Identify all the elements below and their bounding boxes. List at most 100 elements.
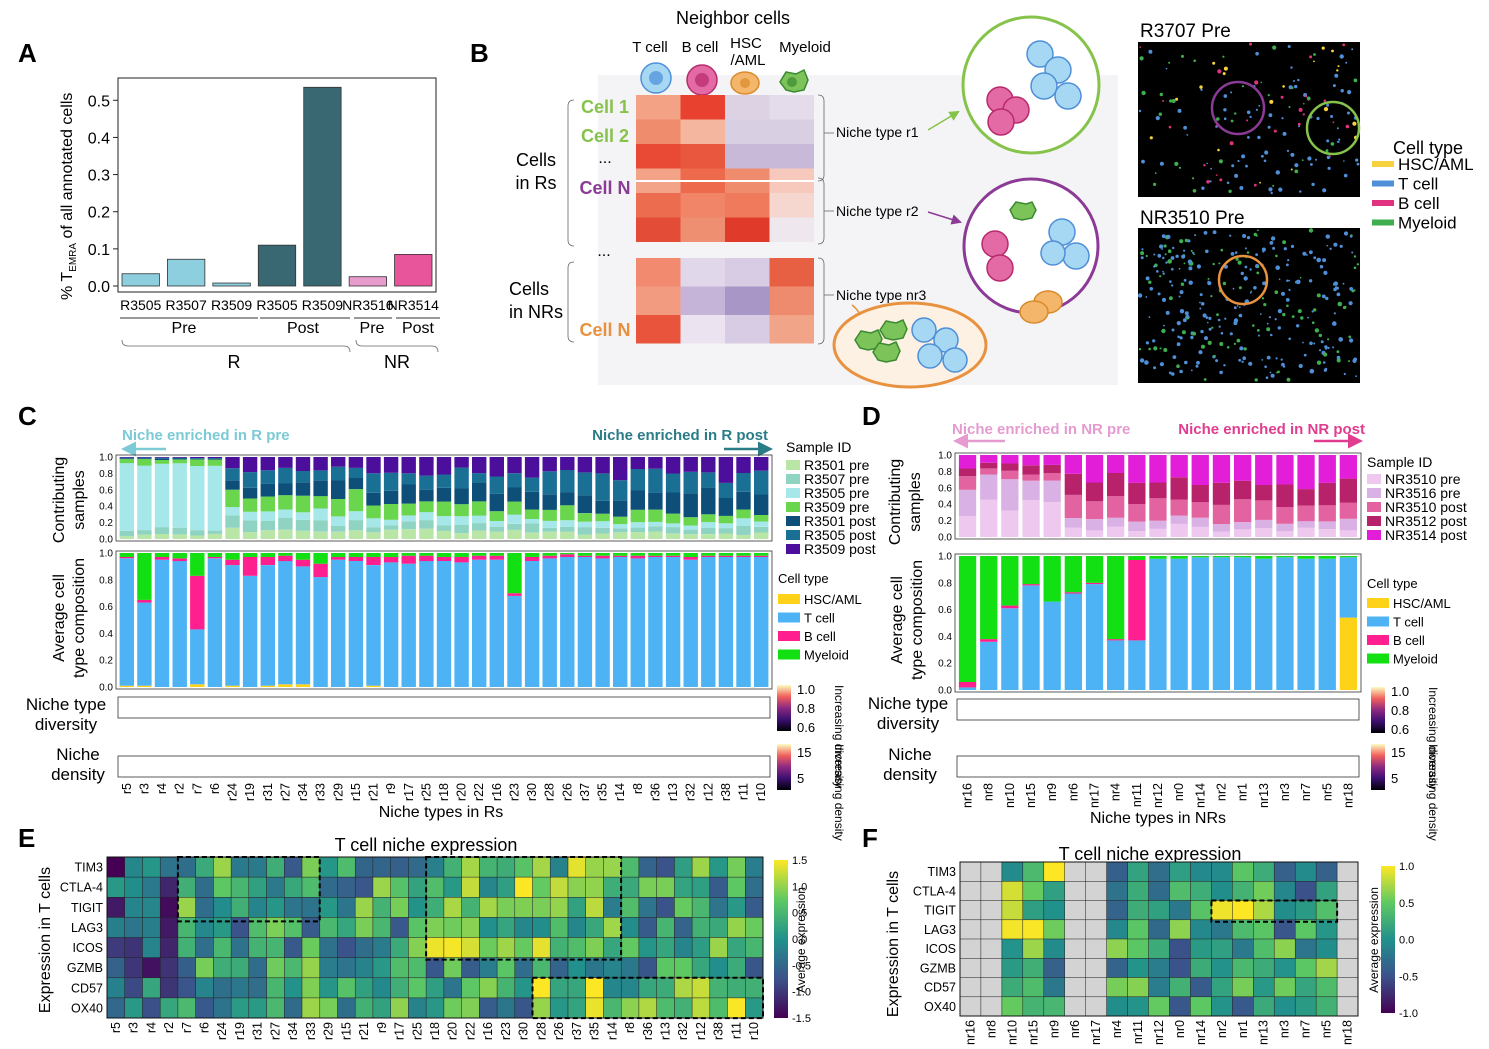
e-heat-cell-ICOS-r15 [337, 937, 356, 959]
c-sample-bar-r34-2 [295, 512, 311, 520]
c-sample-bar-r19-5 [242, 472, 258, 488]
e-col-label-r8: r8 [623, 1022, 637, 1033]
cell-dot [1141, 248, 1144, 251]
f-col-label-nr0: nr0 [1173, 1020, 1187, 1038]
c-sample-bar-r24-3 [225, 489, 240, 508]
c-sample-bar-r21-4 [366, 492, 381, 506]
c-celltype-bar-r6-bcell [207, 557, 223, 559]
d-celltype-bar-nr17-myeloid [1085, 556, 1104, 583]
cell-dot [1140, 251, 1145, 256]
cell-dot [1316, 116, 1320, 121]
e-col-label-r22: r22 [464, 1022, 478, 1040]
c-sample-bar-r23-5 [507, 473, 522, 488]
schematic-heat-cell [769, 144, 814, 169]
c-celltype-bar-r20-tcell [454, 562, 469, 687]
cell-dot [1145, 296, 1148, 298]
f-col-label-nr6: nr6 [1068, 1020, 1082, 1038]
schematic-heat-cell [769, 119, 814, 144]
bar-nr3516-5 [348, 276, 387, 287]
d-sample-bar-nr10-3 [1001, 463, 1019, 471]
e-heat-cell-CTLA-4-r10 [745, 876, 764, 898]
f-heat-frame [959, 861, 1359, 1017]
f-heat-cell-ICOS-nr0 [1169, 938, 1191, 959]
cell-dot [1343, 372, 1346, 376]
cell-dot [1203, 378, 1207, 381]
c-xtick-r10: r10 [754, 783, 768, 801]
c-sample-bar-r31-6 [260, 457, 275, 471]
d-sample-bar-nr1-1 [1234, 522, 1252, 530]
c-sample-bar-r35-6 [595, 457, 610, 474]
bracket-cells-nrs [567, 261, 575, 343]
d-ylabel-top: Contributing samples [887, 459, 924, 545]
e-heat-cell-OX40-r13 [656, 997, 675, 1019]
cell-dot [1310, 163, 1313, 166]
c-sample-bar-r23-6 [507, 457, 522, 474]
f-heat-cell-TIM3-nr8 [980, 861, 1003, 882]
d-sample-bar-nr4-1 [1107, 517, 1125, 527]
cell-dot [1159, 161, 1164, 166]
cell-dot [1207, 280, 1210, 283]
d-celltype-bar-nr18-hsc [1339, 617, 1357, 690]
c-row-density-label: Niche density [51, 745, 105, 784]
f-row-label-4: ICOS [925, 942, 956, 956]
cell-dot [1316, 257, 1321, 263]
c-diversity-colorbar-tick: 1.0 [797, 682, 815, 697]
schematic-heat-cell [725, 193, 770, 218]
img1-niche-circle-green [1305, 100, 1361, 156]
panel-label-c: C [18, 401, 37, 431]
c-sample-bar-r37-6 [577, 457, 593, 473]
c-sample-bar-r19-0 [242, 532, 258, 539]
c-sample-bar-r10-6 [754, 457, 769, 471]
c-sample-bar-r15-0 [348, 530, 364, 539]
cell-dot [1171, 372, 1175, 376]
legend-swatch-0 [1372, 161, 1394, 167]
cell-dot [1296, 279, 1301, 285]
c-celltype-bar-r11-tcell [736, 557, 751, 687]
f-heat-cell-GZMB-nr17 [1085, 958, 1108, 978]
cell-dot [1163, 324, 1165, 327]
c-sample-bar-r25-0 [419, 528, 434, 539]
cell-dot [1261, 247, 1266, 252]
d-sample-bar-nr12-0 [1149, 528, 1167, 537]
c-xtick-r18: r18 [437, 783, 451, 801]
d-sample-bar-nr12-4 [1149, 455, 1167, 483]
c-sample-bar-r29-1 [331, 525, 346, 532]
bracket-nr [355, 339, 439, 353]
d-sample-bar-nr0-1 [1170, 515, 1188, 524]
f-heat-cell-OX40-nr14 [1190, 996, 1212, 1017]
f-heat-cell-CD57-nr15 [1022, 977, 1045, 998]
e-heat-cell-ICOS-r4 [142, 937, 161, 959]
cell-dot [1243, 276, 1248, 281]
cell-dot [1307, 156, 1312, 161]
c-sample-bar-r31-5 [260, 470, 275, 484]
c-celltype-bar-r13-tcell [665, 557, 681, 687]
cell-dot [1315, 158, 1318, 161]
cell-dot [1342, 282, 1345, 285]
c-sample-bar-r36-3 [648, 509, 663, 522]
bracket-cells-rs [567, 99, 575, 247]
e-heat-cell-LAG3-r18 [425, 917, 445, 938]
c-sample-bar-r13-4 [665, 492, 681, 514]
c-sample-bar-r2-0 [172, 534, 187, 539]
f-heat-cell-CD57-nr0 [1169, 977, 1191, 998]
c-sample-bar-r18-1 [436, 525, 452, 531]
c-sample-bar-r13-3 [665, 513, 681, 524]
e-row-label-6: CD57 [71, 981, 103, 995]
e-heat-cell-OX40-r37 [567, 997, 587, 1019]
row-label-celln-nr: Cell N [579, 320, 630, 340]
e-heat-cell-ICOS-r5 [106, 937, 126, 959]
d-celltype-bar-nr0-myeloid [1170, 556, 1188, 559]
legend-swatch-2 [1372, 200, 1394, 206]
f-heat-cell-LAG3-nr2 [1211, 919, 1233, 940]
bracket-r [121, 339, 351, 353]
f-heat-cell-TIGIT-nr1 [1232, 900, 1254, 921]
d-sample-bar-nr7-3 [1297, 489, 1315, 506]
cell-dot [1148, 280, 1152, 284]
c-density-note: Increasing density [832, 744, 846, 841]
cell-dot [1140, 256, 1144, 260]
e-heat-cell-CTLA-4-r36 [638, 876, 658, 898]
d-sample-bar-nr12-2 [1149, 498, 1167, 521]
d-sample-bar-nr1-2 [1234, 499, 1252, 523]
cell-dot [1352, 121, 1357, 126]
